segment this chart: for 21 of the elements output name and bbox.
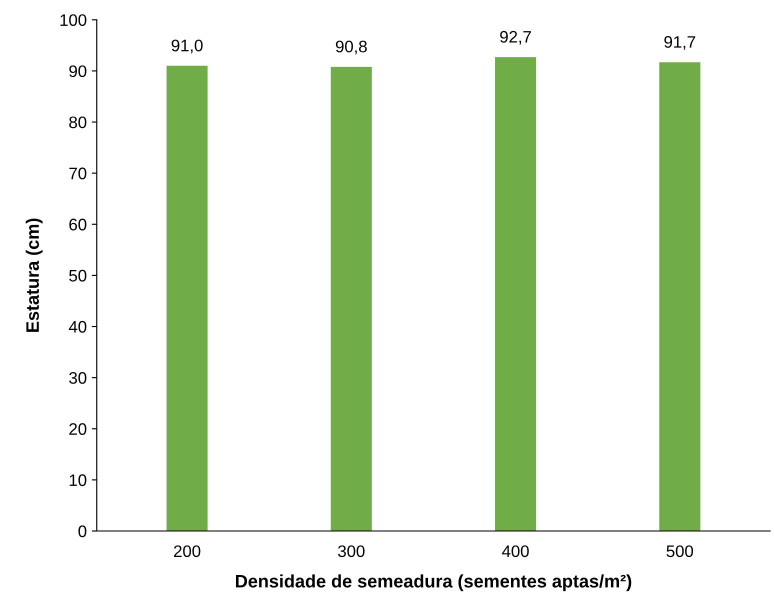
x-tick-label: 500: [666, 545, 694, 558]
x-tick-label: 300: [338, 545, 365, 558]
data-label: 90,8: [336, 40, 367, 54]
data-label: 91,7: [664, 36, 696, 50]
y-tick-label: 30: [69, 372, 86, 384]
y-tick-label: 40: [68, 320, 86, 333]
y-tick-label: 60: [69, 218, 86, 230]
y-tick-label: 20: [69, 423, 86, 435]
data-label: 91,0: [172, 40, 203, 54]
y-tick-label: 90: [69, 65, 86, 78]
y-tick-label: 0: [78, 525, 86, 538]
y-tick-label: 70: [69, 168, 86, 180]
y-tick-label: 80: [69, 116, 86, 128]
y-tick-label: 10: [70, 474, 86, 486]
y-axis-title: Estatura (cm): [26, 218, 43, 332]
x-tick-label: 400: [502, 545, 529, 558]
x-axis-title: Densidade de semeadura (sementes aptas/m²): [236, 574, 632, 592]
data-label: 92,7: [500, 30, 531, 45]
y-tick-label: 50: [69, 270, 86, 282]
y-tick-label: 100: [60, 14, 86, 26]
x-tick-label: 200: [174, 545, 200, 558]
